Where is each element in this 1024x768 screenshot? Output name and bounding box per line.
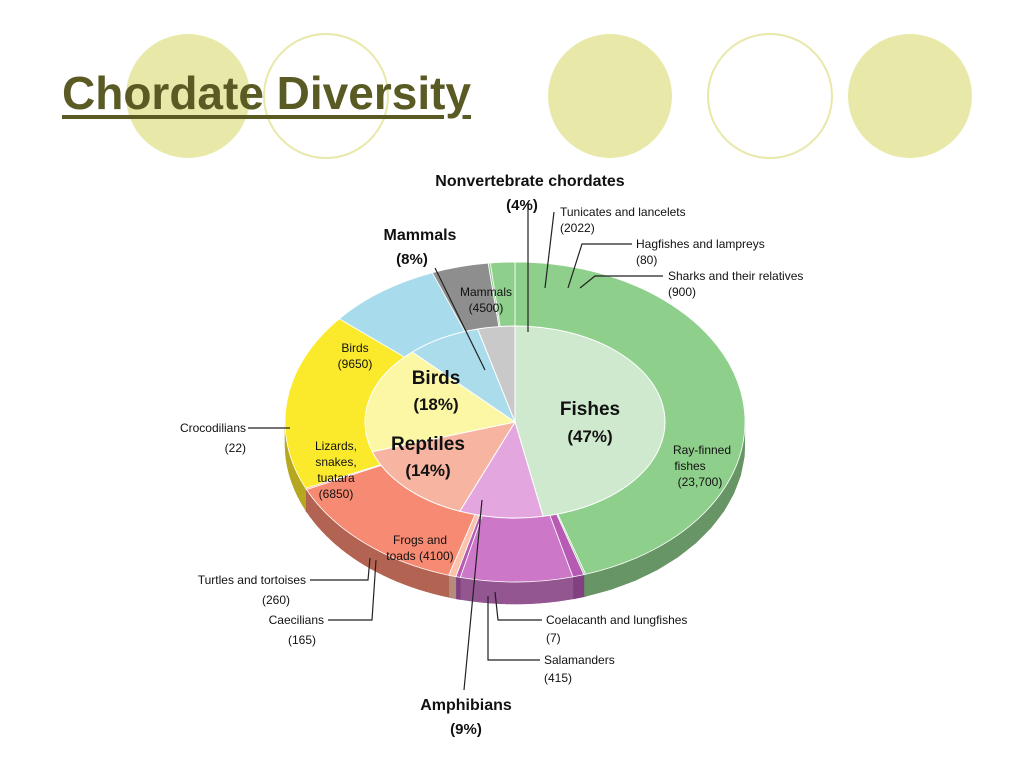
label-fishes-pct: (47%) <box>567 427 612 446</box>
inner-slice-nonvertebrate-chordates <box>477 325 516 423</box>
label-birds-pct: (18%) <box>413 395 458 414</box>
inner-slice-birds <box>364 351 517 453</box>
inner-slice-amphibians <box>458 420 544 519</box>
callout-crocodilians-count: (22) <box>225 441 246 455</box>
label-lizards-2: snakes, <box>315 455 356 469</box>
label-birds: Birds <box>412 368 461 389</box>
side-frogs-and-toads <box>558 578 564 602</box>
side-frogs-and-toads <box>539 580 546 604</box>
side-lizards-snakes-tuatara <box>376 549 384 576</box>
label-rayfinned-2: fishes <box>674 459 705 473</box>
side-frogs-and-toads <box>525 581 532 605</box>
callout-amphibians: Amphibians <box>420 697 512 714</box>
leader-turtles <box>310 557 371 581</box>
deco-circle-5 <box>848 34 972 158</box>
callout-lines <box>248 202 663 691</box>
side-frogs-and-toads <box>521 581 527 605</box>
leader-hagfishes <box>567 243 632 289</box>
callout-hagfishes-count: (80) <box>636 253 657 267</box>
callout-amphibians-pct: (9%) <box>450 721 482 738</box>
callout-sharks-count: (900) <box>668 285 696 299</box>
deco-circle-3 <box>548 34 672 158</box>
side-frogs-and-toads <box>530 581 536 604</box>
side-lizards-snakes-tuatara <box>440 573 450 598</box>
side-frogs-and-toads <box>516 581 522 605</box>
side-frogs-and-toads <box>459 577 466 601</box>
side-frogs-and-toads <box>502 581 508 605</box>
label-birds-ring-count: (9650) <box>338 357 373 371</box>
slide-title: Chordate Diversity <box>62 67 472 119</box>
side-frogs-and-toads <box>563 577 569 601</box>
callout-salamanders: Salamanders <box>544 653 615 667</box>
label-mammals-ring-count: (4500) <box>469 301 504 315</box>
side-frogs-and-toads <box>473 579 480 603</box>
label-lizards-3: tuatara <box>317 471 355 485</box>
callout-tunicates: Tunicates and lancelets <box>560 205 686 219</box>
side-frogs-and-toads <box>554 578 560 602</box>
side-lizards-snakes-tuatara <box>433 571 442 596</box>
callout-nonvert: Nonvertebrate chordates <box>435 173 624 190</box>
label-frogs-2: toads (4100) <box>386 549 453 563</box>
side-frogs-and-toads <box>549 579 555 603</box>
label-reptiles: Reptiles <box>391 434 465 455</box>
callout-hagfishes: Hagfishes and lampreys <box>636 237 765 251</box>
chordate-pie-chart: Fishes (47%) Birds (18%) Reptiles (14%) … <box>180 173 803 738</box>
callout-salamanders-count: (415) <box>544 671 572 685</box>
callout-tunicates-count: (2022) <box>560 221 595 235</box>
side-frogs-and-toads <box>478 579 484 603</box>
leader-tunicates <box>544 211 555 289</box>
side-frogs-and-toads <box>544 579 550 603</box>
side-frogs-and-toads <box>535 580 541 604</box>
leader-salamanders <box>487 596 540 661</box>
side-lizards-snakes-tuatara <box>403 561 412 588</box>
inner-slice-fishes <box>514 325 666 517</box>
side-lizards-snakes-tuatara <box>425 569 434 594</box>
label-rayfinned-count: (23,700) <box>678 475 723 489</box>
side-frogs-and-toads <box>497 581 503 605</box>
callout-turtles: Turtles and tortoises <box>198 573 306 587</box>
side-lizards-snakes-tuatara <box>410 564 419 590</box>
callout-crocodilians: Crocodilians <box>180 421 246 435</box>
label-mammals-ring: Mammals <box>460 285 512 299</box>
side-frogs-and-toads <box>487 580 494 604</box>
callout-coelacanth-count: (7) <box>546 631 561 645</box>
deco-circle-1 <box>126 34 250 158</box>
side-frogs-and-toads <box>464 577 470 602</box>
side-lizards-snakes-tuatara <box>358 538 365 566</box>
callout-turtles-count: (260) <box>262 593 290 607</box>
label-fishes: Fishes <box>560 399 620 420</box>
side-lizards-snakes-tuatara <box>352 534 359 562</box>
pie-inner-core <box>364 325 666 519</box>
side-frogs-and-toads <box>567 576 574 601</box>
side-lizards-snakes-tuatara <box>418 566 427 592</box>
deco-circle-4 <box>707 33 833 159</box>
leader-coelacanth <box>494 591 542 621</box>
callout-coelacanth: Coelacanth and lungfishes <box>546 613 687 627</box>
callout-caecilians-count: (165) <box>288 633 316 647</box>
label-lizards-count: (6850) <box>319 487 354 501</box>
callout-mammals: Mammals <box>384 227 457 244</box>
callout-nonvert-pct: (4%) <box>506 197 538 214</box>
leader-sharks <box>579 275 663 289</box>
leader-caecilians <box>328 559 377 621</box>
callout-sharks: Sharks and their relatives <box>668 269 803 283</box>
label-frogs-1: Frogs and <box>393 533 447 547</box>
callout-caecilians: Caecilians <box>269 613 324 627</box>
label-birds-ring: Birds <box>341 341 368 355</box>
leader-mammals <box>434 267 486 371</box>
side-frogs-and-toads <box>511 581 517 605</box>
label-lizards-1: Lizards, <box>315 439 357 453</box>
side-frogs-and-toads <box>506 581 513 605</box>
callout-mammals-pct: (8%) <box>396 251 428 268</box>
label-reptiles-pct: (14%) <box>405 461 450 480</box>
side-lizards-snakes-tuatara <box>396 558 405 585</box>
leader-amphibians <box>463 499 483 691</box>
label-rayfinned-1: Ray-finned <box>673 443 731 457</box>
deco-circle-2 <box>263 33 389 159</box>
